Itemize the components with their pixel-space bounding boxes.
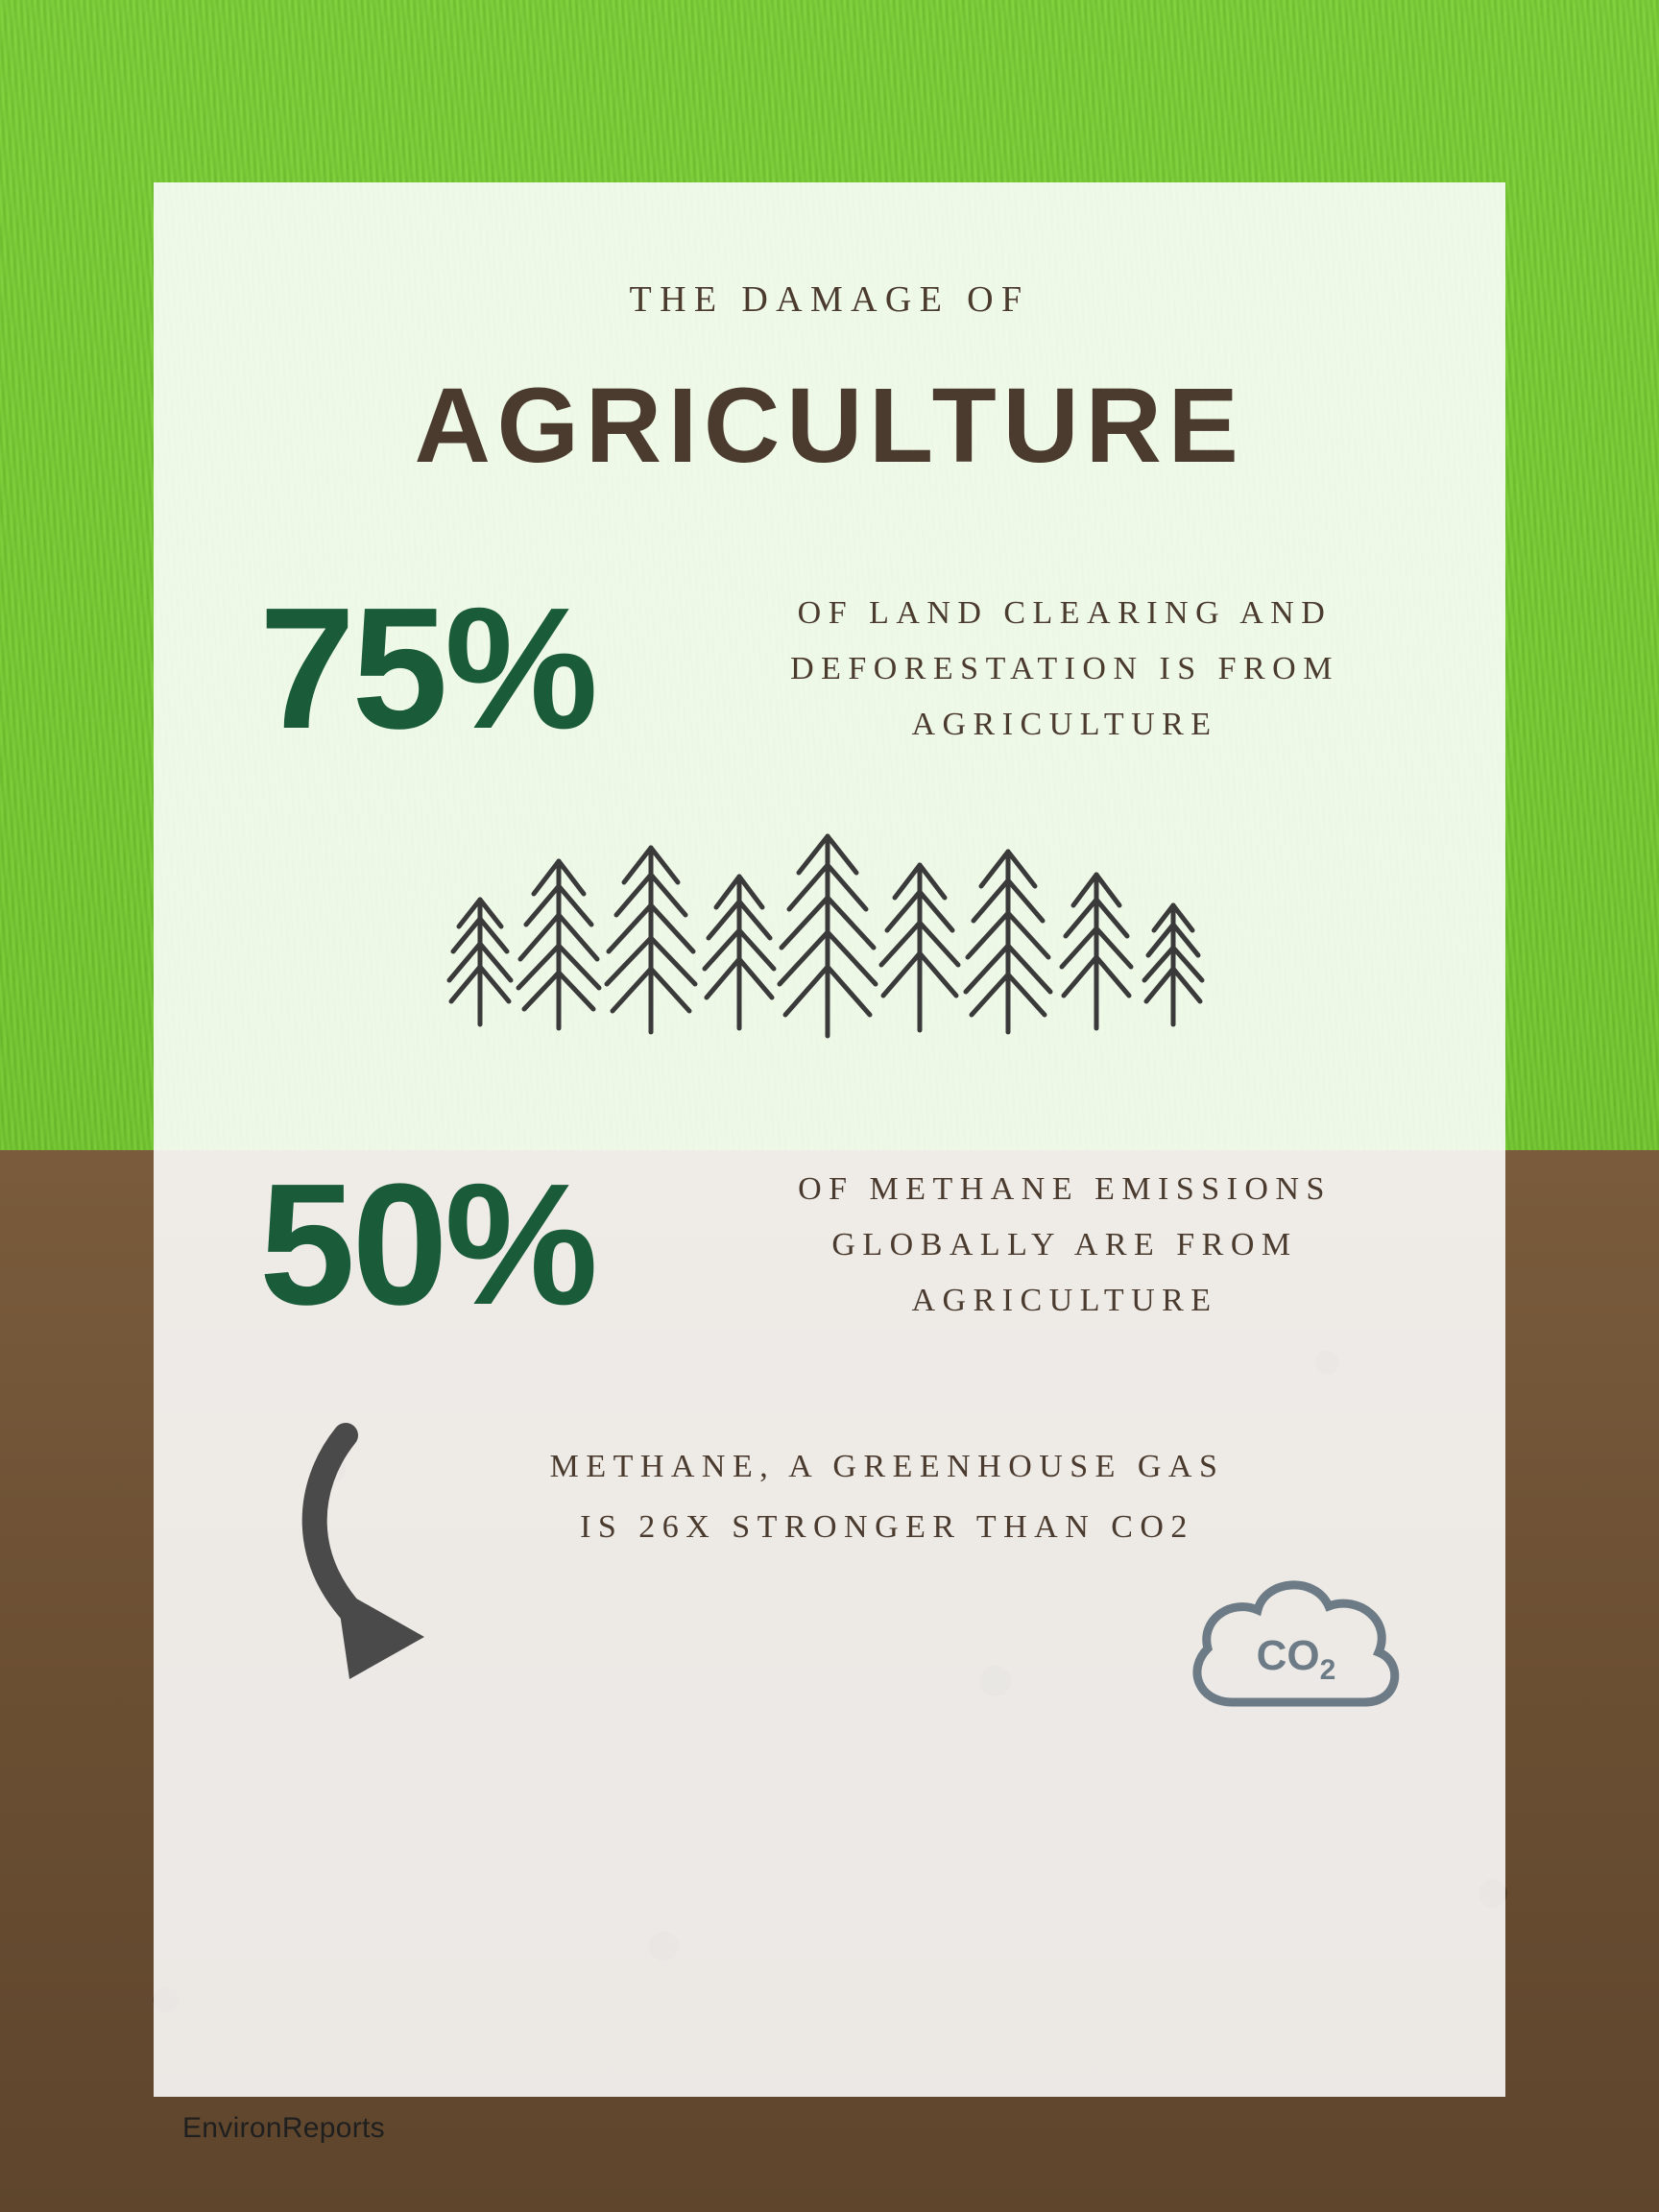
arrow-container — [259, 1418, 509, 1687]
kicker-text: THE DAMAGE OF — [259, 278, 1400, 321]
header: THE DAMAGE OF AGRICULTURE — [259, 278, 1400, 487]
stat2-percent: 50% — [259, 1159, 672, 1332]
content-card: THE DAMAGE OF AGRICULTURE 75% OF LAND CL… — [154, 182, 1505, 2097]
trees-icon — [445, 823, 1214, 1053]
stat-row-1: 75% OF LAND CLEARING AND DEFORESTATION I… — [259, 583, 1400, 756]
stat1-text: OF LAND CLEARING AND DEFORESTATION IS FR… — [730, 586, 1400, 752]
co2-cloud-icon: CO2 — [1169, 1552, 1419, 1744]
stat2-text: OF METHANE EMISSIONS GLOBALLY ARE FROM A… — [730, 1162, 1400, 1328]
methane-note-row: METHANE, A GREENHOUSE GAS IS 26X STRONGE… — [259, 1418, 1400, 1687]
curved-arrow-icon — [278, 1418, 490, 1687]
stat-row-2: 50% OF METHANE EMISSIONS GLOBALLY ARE FR… — [259, 1159, 1400, 1332]
stat1-percent: 75% — [259, 583, 672, 756]
co2-label: CO2 — [1257, 1632, 1336, 1686]
methane-note-text: METHANE, A GREENHOUSE GAS IS 26X STRONGE… — [547, 1437, 1400, 1558]
page-title: AGRICULTURE — [259, 365, 1400, 487]
credit-text: EnvironReports — [182, 2112, 385, 2145]
